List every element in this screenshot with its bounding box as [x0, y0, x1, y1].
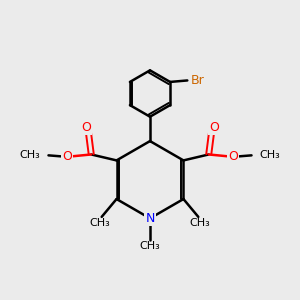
Text: Br: Br	[191, 74, 205, 87]
Text: CH₃: CH₃	[20, 150, 40, 160]
Text: O: O	[209, 121, 219, 134]
Text: CH₃: CH₃	[260, 150, 280, 160]
Text: CH₃: CH₃	[90, 218, 111, 228]
Text: N: N	[145, 212, 155, 225]
Text: CH₃: CH₃	[140, 241, 160, 251]
Text: CH₃: CH₃	[189, 218, 210, 228]
Text: O: O	[81, 121, 91, 134]
Text: O: O	[228, 150, 238, 163]
Text: O: O	[62, 150, 72, 163]
